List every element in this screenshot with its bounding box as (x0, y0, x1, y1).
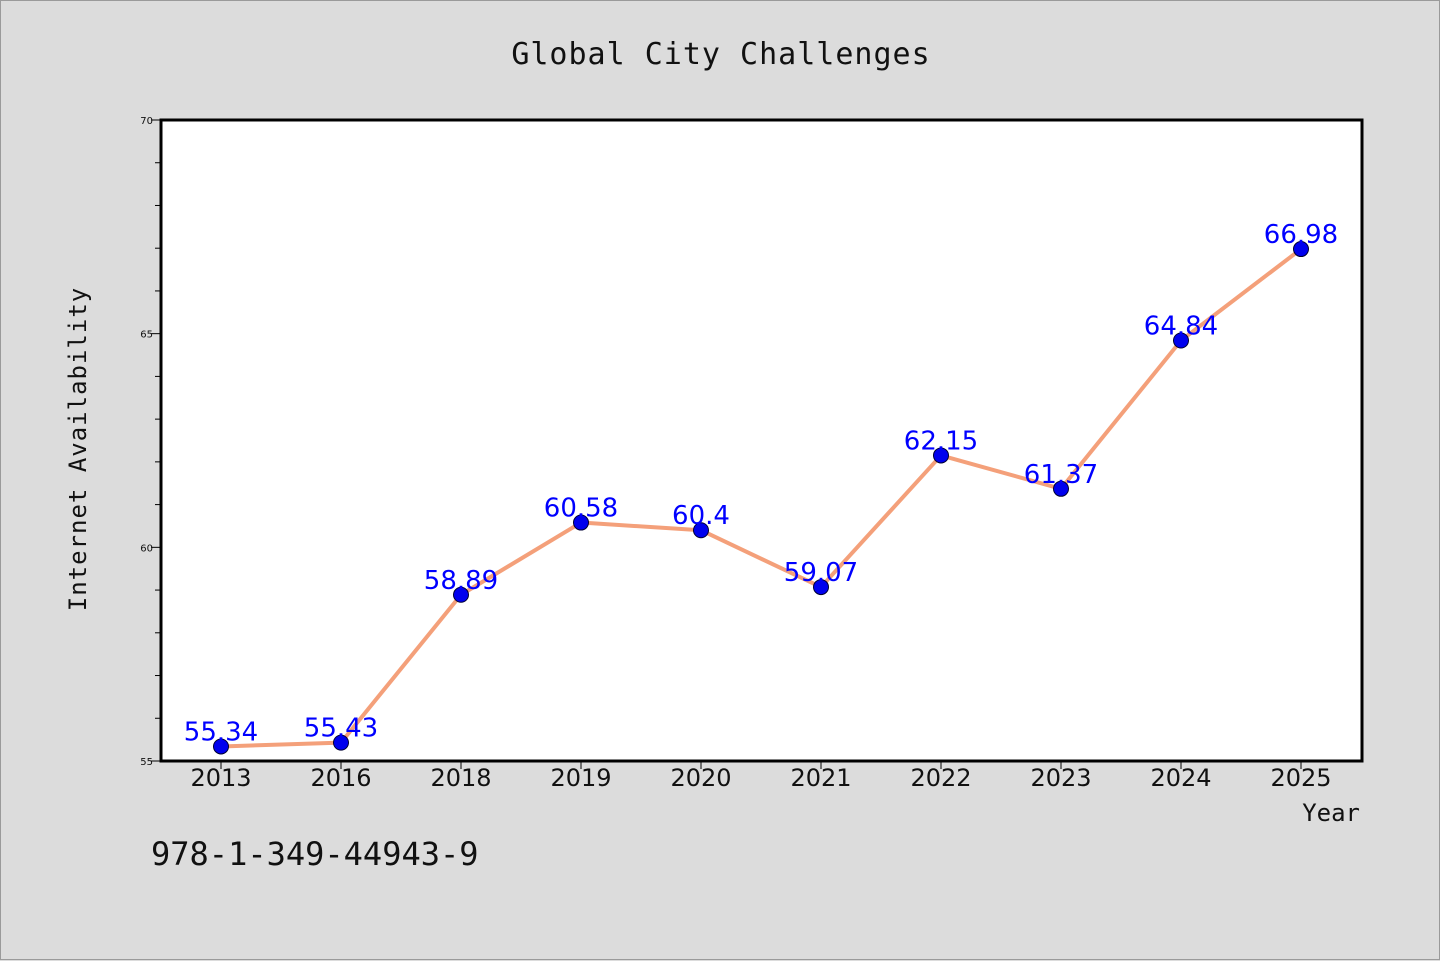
data-labels: 55.34 55.43 58.89 60.58 60.4 59.07 62.15 61.37 6… (184, 220, 1338, 747)
y-axis-label: Internet Availability (64, 287, 92, 611)
data-label: 58.89 (424, 566, 498, 596)
data-point (453, 586, 469, 603)
series-group (213, 241, 1309, 755)
data-label: 60.58 (544, 494, 618, 524)
x-tick-label: 2020 (670, 764, 731, 792)
data-label: 62.15 (904, 426, 978, 456)
data-label: 55.43 (304, 714, 378, 744)
data-point (573, 514, 589, 531)
data-label: 59.07 (784, 558, 858, 588)
x-tick-label: 2022 (910, 764, 971, 792)
data-label: 55.34 (184, 717, 258, 747)
x-tick-label: 2024 (1150, 764, 1211, 792)
data-point (693, 522, 709, 539)
x-tick-label: 2023 (1030, 764, 1091, 792)
x-axis-label: Year (1302, 799, 1360, 827)
x-axis-ticks: 2013 2016 2018 2019 2020 2021 2022 2023 2024 2025 (190, 761, 1332, 792)
y-tick-label: 65 (140, 330, 153, 341)
data-label: 61.37 (1024, 460, 1098, 490)
data-point (1293, 241, 1309, 258)
y-tick-label: 60 (140, 543, 153, 554)
data-point (333, 734, 349, 751)
x-tick-label: 2016 (310, 764, 371, 792)
x-tick-label: 2018 (430, 764, 491, 792)
footer-isbn: 978-1-349-44943-9 (151, 835, 479, 873)
data-label: 60.4 (672, 501, 730, 531)
chart-title: Global City Challenges (511, 37, 930, 72)
x-tick-label: 2021 (790, 764, 851, 792)
data-label: 66.98 (1264, 220, 1338, 250)
y-tick-label: 70 (140, 116, 153, 127)
x-tick-label: 2019 (550, 764, 611, 792)
series-line (219, 247, 1303, 749)
data-point (813, 579, 829, 596)
x-tick-label: 2025 (1270, 764, 1331, 792)
y-axis-ticks: 55 60 65 70 (140, 116, 161, 768)
data-point (1173, 332, 1189, 349)
data-point (933, 447, 949, 464)
y-tick-label: 55 (140, 757, 153, 768)
data-point (213, 738, 229, 755)
plot-area (159, 118, 1364, 763)
data-point (1053, 480, 1069, 497)
x-tick-label: 2013 (190, 764, 251, 792)
data-label: 64.84 (1144, 312, 1218, 342)
